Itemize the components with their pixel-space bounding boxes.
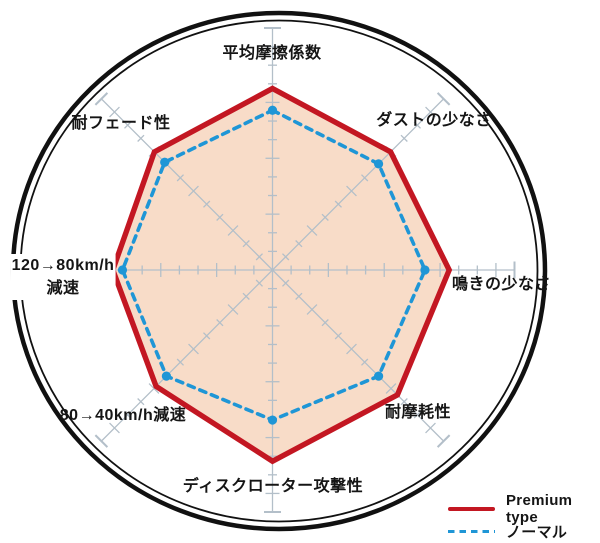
axis-label-120-80-decel-line1: 120→80km/h: [11, 257, 115, 274]
axis-label-rotor-attack: ディスクローター攻撃性: [182, 478, 364, 495]
axis-label-low-dust: ダストの少なさ: [376, 112, 492, 129]
legend-label-normal: ノーマル: [506, 524, 568, 541]
legend-label-premium: Premium type: [506, 492, 573, 526]
axis-label-120-80-decel: 120→80km/h 減速: [10, 254, 116, 300]
axis-label-80-40-decel: 80→40km/h減速: [59, 407, 187, 424]
legend-line-premium-icon: [448, 506, 495, 512]
legend-line-normal-icon: [448, 529, 495, 534]
axis-label-avg-friction: 平均摩擦係数: [222, 45, 322, 62]
axis-label-wear-resistance: 耐摩耗性: [384, 404, 452, 421]
axis-label-low-squeal: 鳴きの少なさ: [452, 276, 552, 293]
legend-item-normal: ノーマル: [448, 521, 567, 542]
axis-label-120-80-decel-line2: 減速: [46, 280, 80, 297]
axis-label-fade-resistance: 耐フェード性: [71, 115, 171, 132]
legend-item-premium: Premium type: [448, 492, 600, 526]
